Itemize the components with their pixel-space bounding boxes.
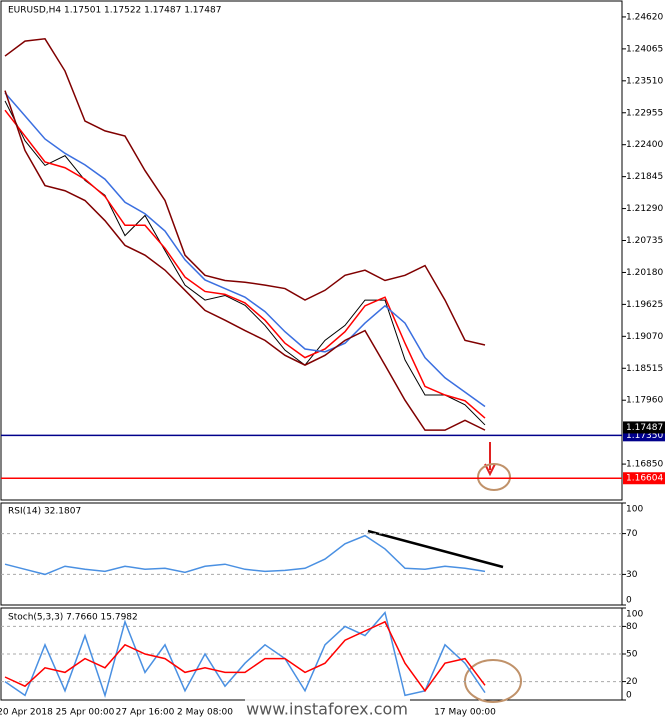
level-label: 1.17350 xyxy=(626,431,663,441)
x-tick-label: 25 Apr 00:00 xyxy=(56,708,115,718)
y-tick-label: 1.22955 xyxy=(626,108,663,118)
y-tick-label: 0 xyxy=(626,691,632,701)
y-tick-label: 1.16850 xyxy=(626,460,663,470)
level-label: 1.16604 xyxy=(626,474,663,484)
y-tick-label: 1.20735 xyxy=(626,236,663,246)
series-line xyxy=(4,534,486,576)
x-tick-label: 20 Apr 2018 xyxy=(0,708,53,718)
y-tick-label: 1.21845 xyxy=(626,172,663,182)
y-tick-label: 20 xyxy=(626,677,638,687)
series-line xyxy=(4,620,486,693)
last-price-label: 1.17487 xyxy=(626,423,663,433)
series-line xyxy=(4,38,486,346)
y-tick-label: 30 xyxy=(626,570,638,580)
y-tick-label: 70 xyxy=(626,529,638,539)
y-tick-label: 0 xyxy=(626,596,632,606)
watermark: www.instaforex.com xyxy=(246,700,408,719)
x-tick-label: 27 Apr 16:00 xyxy=(116,708,175,718)
x-tick-label: 2 May 08:00 xyxy=(177,708,233,718)
y-tick-label: 1.24620 xyxy=(626,12,663,22)
y-tick-label: 1.20180 xyxy=(626,268,663,278)
y-tick-label: 1.19625 xyxy=(626,300,663,310)
y-tick-label: 1.24065 xyxy=(626,44,663,54)
rsi-panel xyxy=(0,502,623,606)
y-tick-label: 80 xyxy=(626,622,638,632)
y-tick-label: 1.23510 xyxy=(626,76,663,86)
y-tick-label: 50 xyxy=(626,650,638,660)
rsi-title: RSI(14) 32.1807 xyxy=(8,507,81,517)
series-line xyxy=(4,90,486,431)
circle xyxy=(464,659,522,703)
y-tick-label: 1.19070 xyxy=(626,332,663,342)
y-tick-label: 1.18515 xyxy=(626,364,663,374)
last-price-box xyxy=(623,421,665,434)
circle xyxy=(477,463,511,491)
arrow-head xyxy=(484,463,496,477)
y-tick-label: 1.22400 xyxy=(626,140,663,150)
series-line xyxy=(4,611,486,698)
watermark-box xyxy=(245,697,410,723)
stoch-title: Stoch(5,3,3) 7.7660 15.7982 xyxy=(8,613,138,623)
series-line xyxy=(4,109,486,419)
x-tick-label: 17 May 00:00 xyxy=(434,708,496,718)
y-tick-label: 100 xyxy=(626,505,643,515)
trend-line xyxy=(367,529,504,569)
y-tick-label: 1.21290 xyxy=(626,204,663,214)
y-tick-label: 1.17960 xyxy=(626,396,663,406)
series-line xyxy=(4,92,486,408)
price-panel xyxy=(0,0,623,501)
level-label-box xyxy=(623,472,665,485)
price-title: EURUSD,H4 1.17501 1.17522 1.17487 1.1748… xyxy=(8,6,221,16)
series-line xyxy=(4,100,486,426)
y-tick-label: 100 xyxy=(626,610,643,620)
